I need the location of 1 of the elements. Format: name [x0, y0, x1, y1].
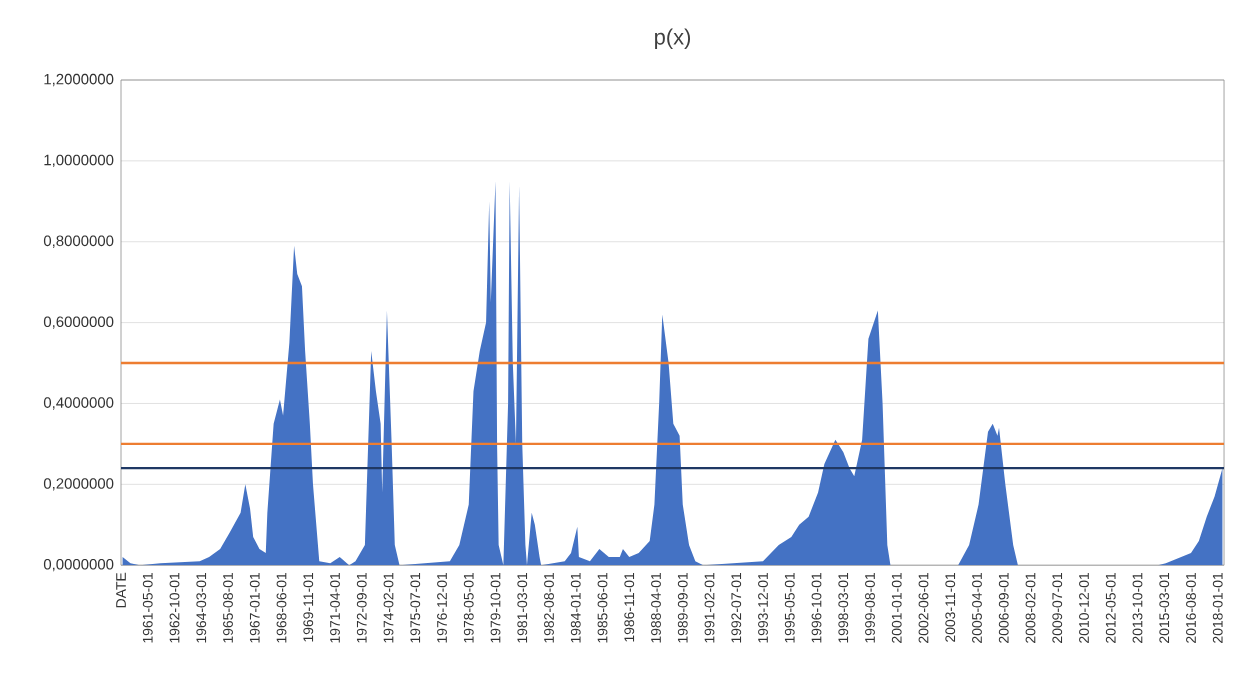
- chart-title: p(x): [655, 28, 691, 49]
